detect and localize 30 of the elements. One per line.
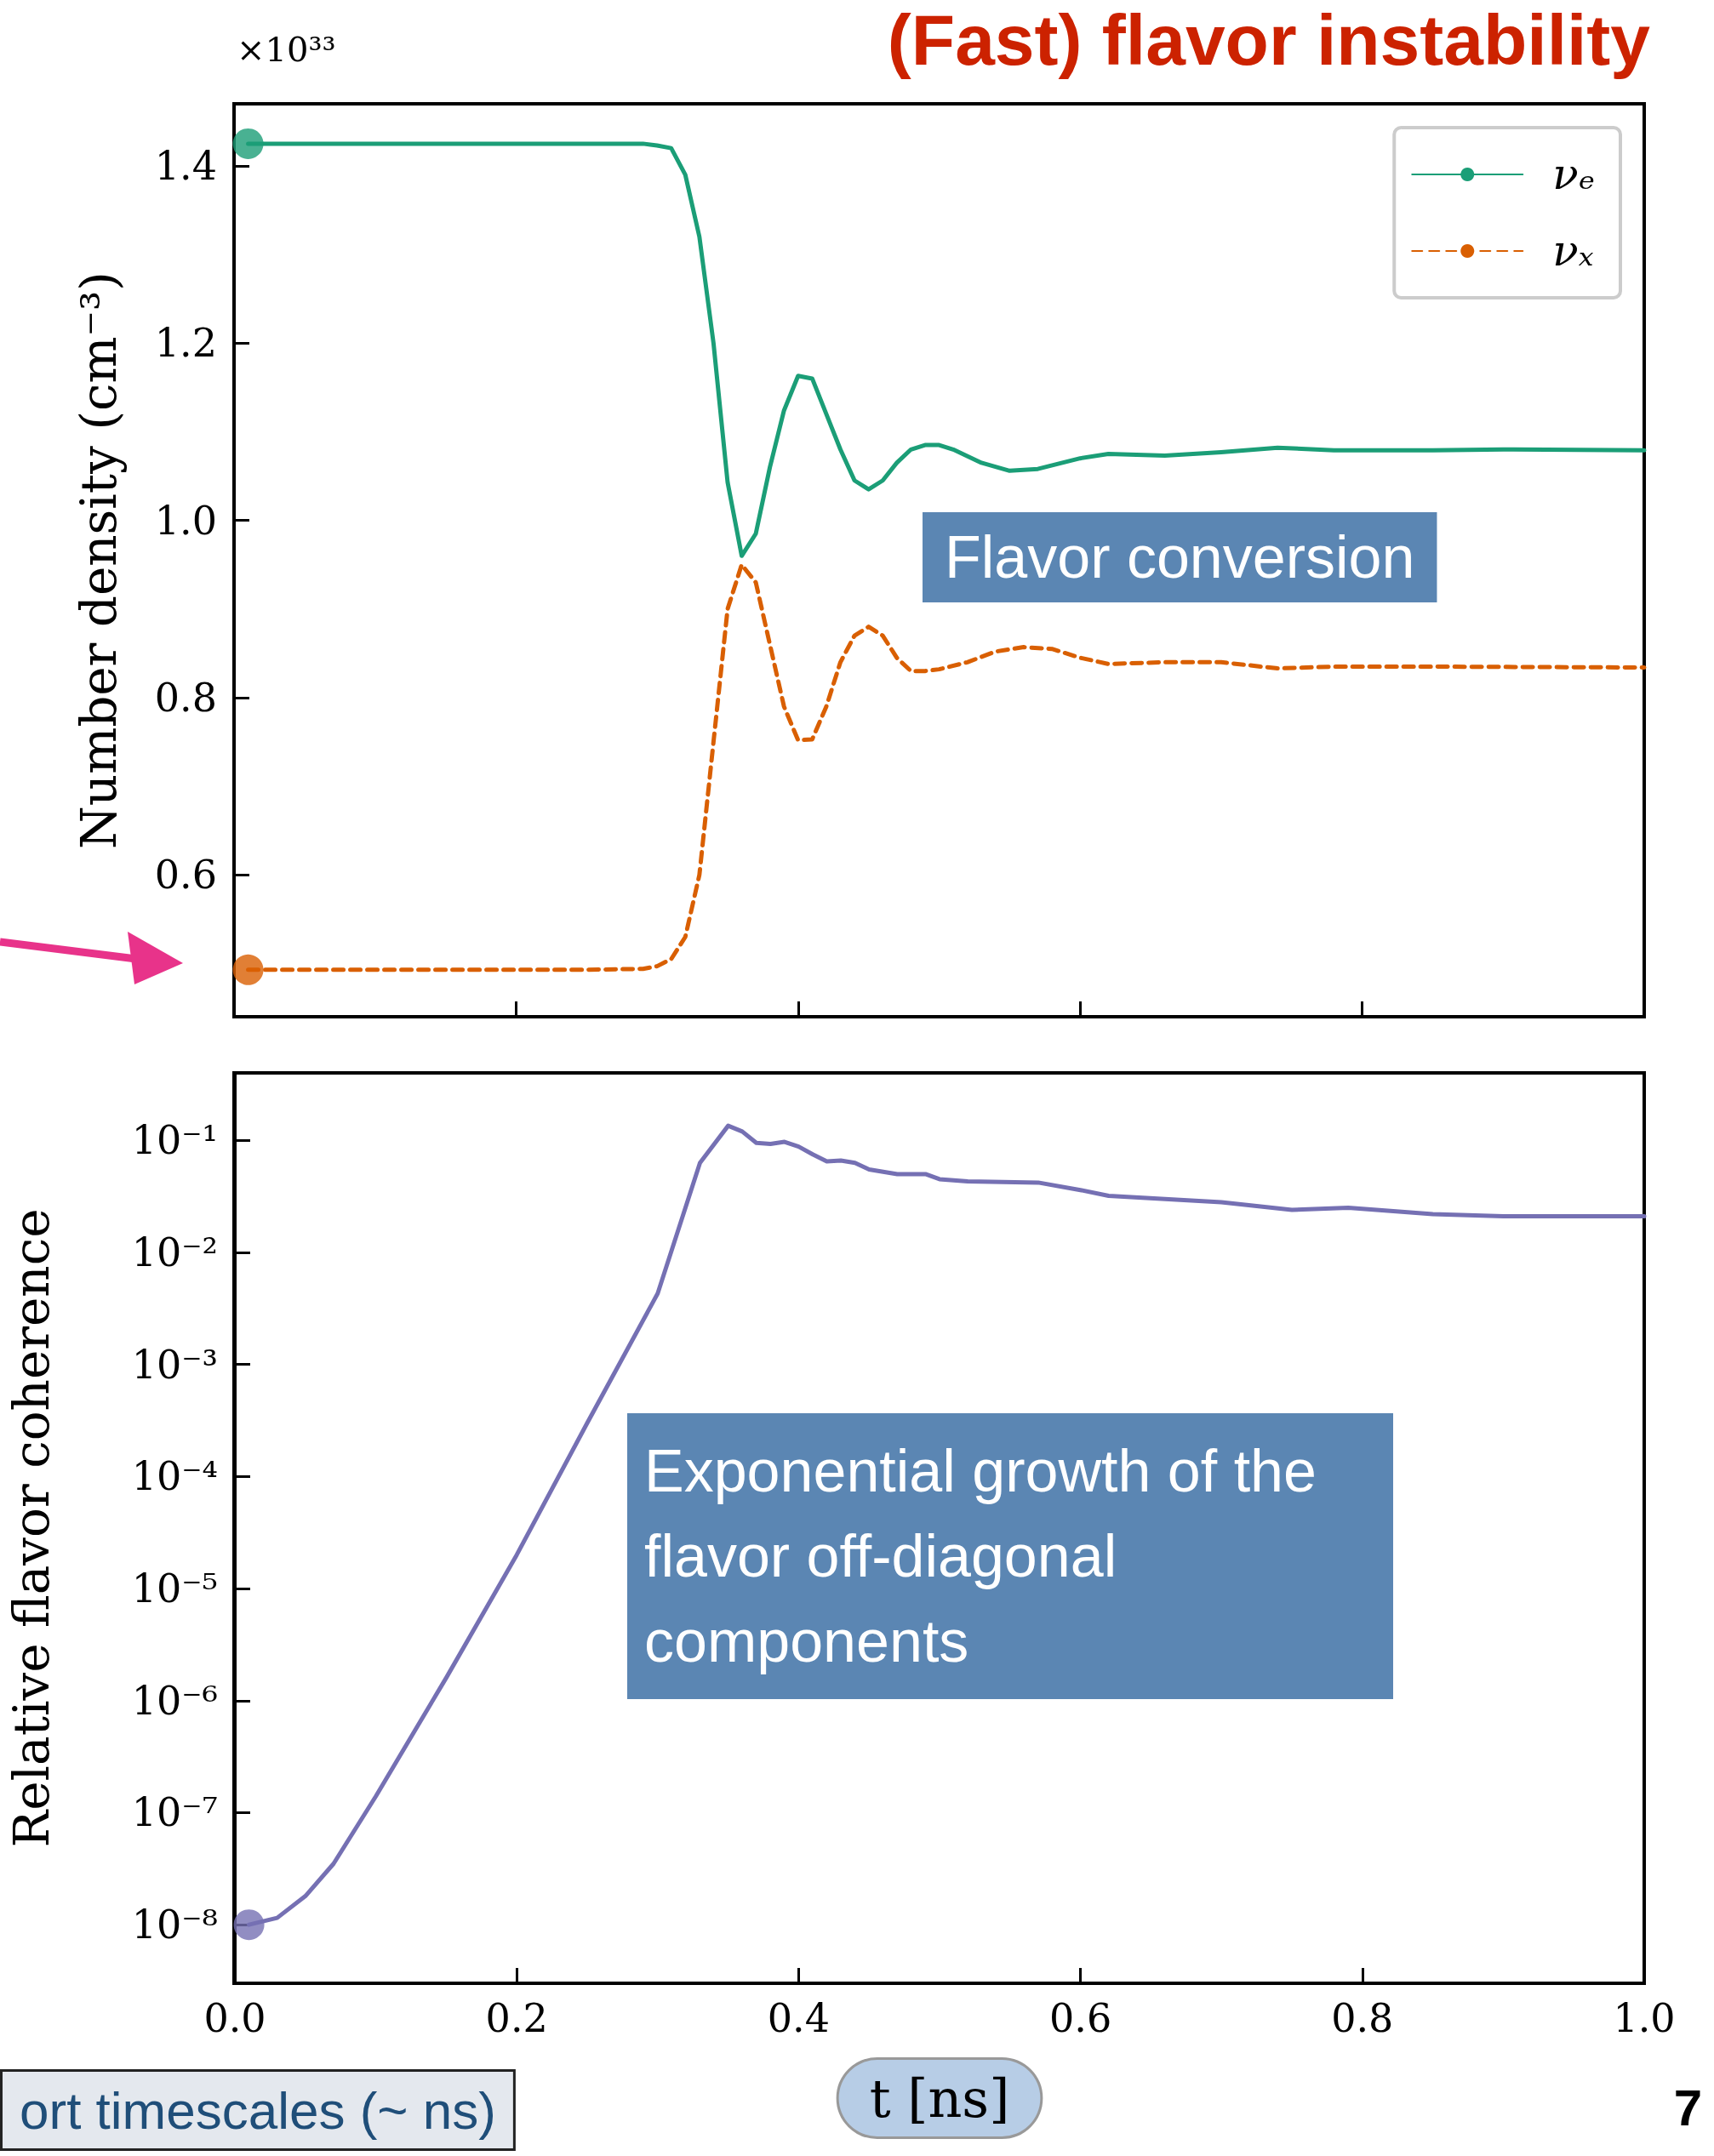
legend-label: νₓ [1552,226,1594,276]
y-tick-label: 1.0 [154,497,217,544]
y-axis-title: Number density (cm⁻³) [70,271,128,849]
y-tick-label: 0.8 [154,674,217,721]
x-tick-label: 0.6 [1049,1995,1112,2041]
y-tick-label: 1.2 [154,320,217,367]
legend-label: νₑ [1552,150,1596,199]
y-tick-label: 10⁻⁸ [131,1902,218,1948]
x-tick-label: 0.8 [1331,1995,1394,2041]
x-axis-title: t [ns] [869,2067,1010,2130]
y-tick-label: 10⁻⁵ [131,1566,218,1612]
x-tick-label: 0.2 [485,1995,548,2041]
chart-title: (Fast) flavor instability [887,0,1651,80]
text: 7 [1673,2079,1703,2136]
text: ort timescales (~ ns) [20,2080,496,2140]
y-tick-label: 10⁻⁶ [131,1677,218,1724]
y-tick-label: 10⁻³ [131,1341,218,1388]
y-tick-label: 10⁻¹ [131,1117,218,1164]
x-tick-label: 1.0 [1613,1995,1676,2041]
y-tick-label: 10⁻⁷ [131,1789,218,1836]
x-tick-label: 0.4 [767,1995,830,2041]
text: ×10³³ [237,30,336,69]
annotation: Exponential growth of the flavor off-diagonal components [644,1438,1334,1674]
x-tick-label: 0.0 [203,1995,266,2041]
y-tick-label: 1.4 [154,142,217,189]
y-axis-title: Relative flavor coherence [3,1208,60,1848]
y-tick-label: 10⁻² [131,1229,218,1275]
y-tick-label: 0.6 [154,852,217,898]
annotation: Flavor conversion [945,524,1415,590]
y-tick-label: 10⁻⁴ [131,1453,218,1500]
